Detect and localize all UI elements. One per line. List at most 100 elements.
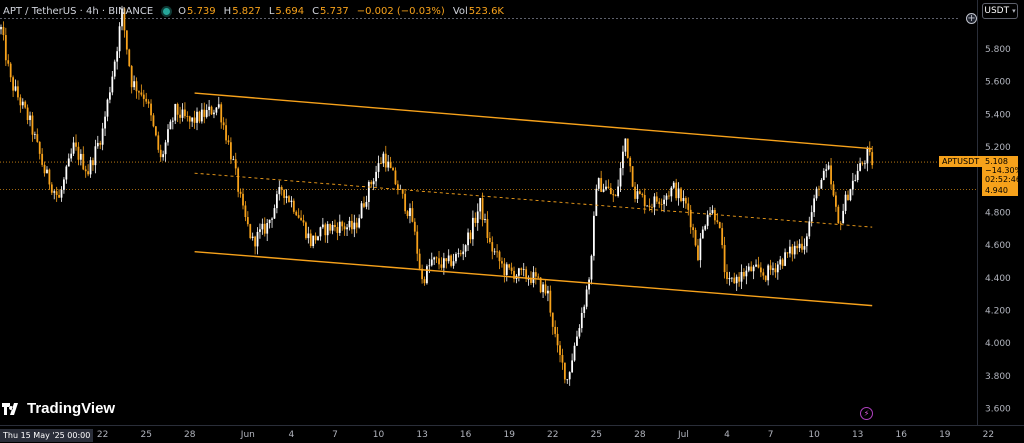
candle-body: [300, 217, 302, 221]
candle-body: [563, 362, 566, 380]
candle-body: [716, 220, 719, 222]
candle-body: [496, 251, 498, 253]
candle-body: [181, 109, 184, 118]
candle-body: [222, 122, 225, 126]
candle-body: [842, 210, 845, 224]
candle-body: [818, 188, 820, 190]
candle-body: [290, 200, 293, 202]
time-tick-label: 16: [896, 430, 908, 440]
ohlc-label: L: [268, 5, 275, 17]
candle-body: [249, 224, 252, 239]
candle-body: [128, 49, 131, 67]
candle-body: [619, 168, 622, 187]
candle-body: [660, 204, 663, 205]
candle-countdown: 02:52:46: [985, 175, 1021, 185]
candle-body: [772, 268, 774, 270]
candle-body: [377, 163, 380, 172]
candle-body: [762, 272, 765, 276]
ohlc-value: 5.739: [187, 5, 216, 17]
candle-body: [532, 272, 535, 283]
candle-body: [75, 142, 77, 147]
candle-body: [150, 103, 152, 116]
candle-body: [184, 109, 186, 117]
candle-body: [125, 30, 128, 50]
date-cursor-label: Thu 15 May '25 00:00: [0, 429, 94, 442]
candle-body: [392, 167, 394, 171]
candle-body: [588, 279, 590, 290]
candle-body: [554, 326, 557, 334]
candle-body: [256, 231, 259, 247]
candle-body: [684, 198, 687, 204]
candle-body: [459, 253, 462, 255]
candle-body: [798, 243, 801, 249]
tradingview-logo[interactable]: TradingView: [2, 400, 115, 417]
candle-body: [292, 200, 295, 212]
candle-body: [590, 255, 593, 280]
candle-body: [871, 152, 874, 166]
candle-body: [530, 278, 532, 283]
candle-body: [854, 180, 857, 181]
candle-body: [254, 236, 256, 247]
candle-body: [382, 153, 385, 164]
candle-body: [527, 278, 530, 280]
candle-body: [602, 189, 605, 192]
candle-body: [433, 257, 436, 260]
candle-body: [370, 182, 373, 185]
candle-body: [409, 208, 411, 217]
candle-body: [380, 163, 382, 164]
candle-body: [341, 221, 344, 227]
candle-body: [309, 233, 312, 247]
symbol-title[interactable]: APT / TetherUS · 4h · BINANCE: [3, 5, 154, 17]
candle-body: [358, 218, 361, 228]
candle-body: [510, 267, 513, 271]
price-tick-label: 4.000: [985, 339, 1011, 349]
candle-body: [111, 76, 114, 93]
time-tick-label: 22: [983, 430, 994, 440]
candle-body: [234, 159, 237, 169]
candle-body: [808, 221, 811, 237]
candle-body: [123, 8, 126, 31]
candle-body: [634, 186, 636, 199]
time-tick-label: 25: [591, 430, 602, 440]
add-price-line-button[interactable]: +: [966, 13, 977, 24]
candle-body: [31, 115, 34, 135]
price-tick-label: 3.600: [985, 405, 1011, 415]
currency-button[interactable]: USDT ▾: [982, 3, 1018, 19]
candle-body: [372, 181, 375, 185]
candle-body: [324, 224, 327, 236]
candle-body: [580, 312, 583, 329]
lightning-icon[interactable]: ⚡: [860, 407, 873, 420]
candle-body: [520, 268, 523, 270]
candle-body: [864, 163, 866, 165]
candle-body: [677, 188, 680, 199]
candle-body: [312, 235, 315, 247]
candle-body: [355, 222, 358, 228]
candle-body: [193, 117, 196, 123]
branding-text: TradingView: [27, 400, 116, 417]
candle-body: [79, 153, 82, 160]
channel-line-upper: [194, 92, 873, 150]
time-tick-label: 19: [503, 430, 515, 440]
candle-body: [246, 217, 249, 225]
candle-body: [447, 255, 450, 262]
candle-body: [237, 168, 240, 192]
candle-body: [411, 208, 414, 222]
time-tick-label: 13: [852, 430, 863, 440]
candle-body: [859, 163, 861, 171]
candle-body: [186, 116, 189, 117]
candle-body: [348, 220, 351, 228]
candle-body: [263, 223, 266, 234]
candle-body: [232, 159, 235, 161]
candle-body: [457, 253, 460, 255]
candle-body: [784, 252, 786, 266]
price-tick-label: 3.800: [985, 372, 1011, 382]
candle-body: [87, 171, 90, 175]
candle-body: [827, 165, 830, 170]
candle-body: [759, 267, 762, 273]
candle-body: [442, 258, 445, 268]
candle-body: [752, 266, 755, 272]
candle-body: [866, 148, 869, 164]
candle-body: [174, 104, 177, 121]
price-tick-label: 5.200: [985, 143, 1011, 153]
